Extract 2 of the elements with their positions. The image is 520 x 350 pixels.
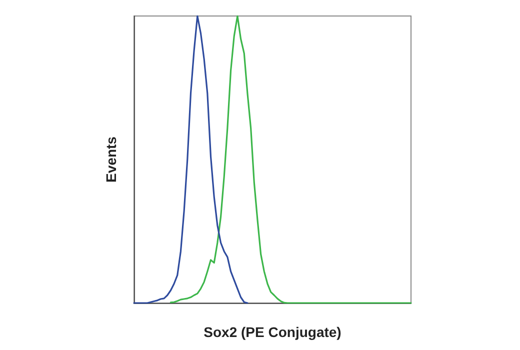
y-axis-title: Events [103,136,119,182]
x-axis-title: Sox2 (PE Conjugate) [204,324,342,340]
